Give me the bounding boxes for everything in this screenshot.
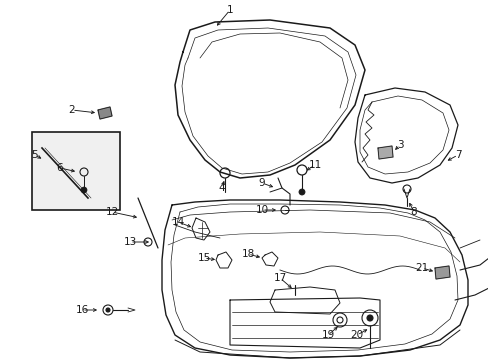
Circle shape [366,315,372,321]
Text: 19: 19 [321,330,334,340]
Text: 20: 20 [350,330,363,340]
Text: 18: 18 [241,249,254,259]
Text: 7: 7 [454,150,460,160]
Text: 15: 15 [197,253,210,263]
Polygon shape [434,266,449,279]
Text: 21: 21 [414,263,428,273]
Text: 2: 2 [68,105,75,115]
Text: 11: 11 [308,160,321,170]
Text: 5: 5 [32,150,38,160]
Text: 13: 13 [123,237,136,247]
Bar [32,132,120,210]
Text: 10: 10 [255,205,268,215]
Polygon shape [377,146,392,159]
Text: 14: 14 [171,217,184,227]
Circle shape [81,187,87,193]
Text: 16: 16 [75,305,88,315]
Text: 17: 17 [273,273,286,283]
Text: 9: 9 [258,178,265,188]
Text: 6: 6 [57,163,63,173]
Text: 12: 12 [105,207,119,217]
Circle shape [298,189,305,195]
Polygon shape [98,107,112,119]
Circle shape [106,308,110,312]
Text: 1: 1 [226,5,233,15]
Text: 4: 4 [218,183,225,193]
Text: 3: 3 [396,140,403,150]
Text: 8: 8 [410,207,416,217]
